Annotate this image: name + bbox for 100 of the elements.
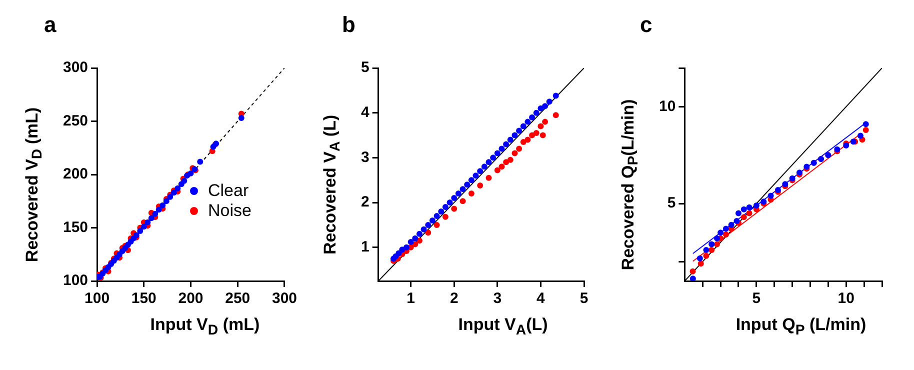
point (538, 123, 544, 130)
y-tick-label: 4 (361, 104, 370, 121)
y-tick-label: 300 (62, 59, 88, 76)
point (740, 206, 747, 212)
point (498, 164, 505, 170)
point (722, 226, 729, 232)
point (520, 123, 526, 130)
point (753, 202, 760, 208)
point (728, 222, 734, 228)
point (477, 182, 484, 188)
point (862, 126, 869, 133)
point (696, 255, 703, 262)
point (144, 219, 151, 226)
point (503, 141, 510, 148)
legend-label: Noise (208, 201, 252, 221)
point (746, 210, 752, 216)
point (434, 212, 440, 219)
point (238, 115, 244, 122)
point (552, 112, 559, 118)
x-tick-label: 250 (225, 290, 250, 308)
chart-title: a (44, 12, 56, 38)
point (188, 170, 194, 176)
point (507, 136, 514, 143)
x-tick-label: 1 (406, 290, 415, 308)
point (148, 215, 154, 222)
x-tick-label: 10 (838, 290, 854, 308)
point (152, 210, 158, 217)
point (540, 132, 546, 138)
point (174, 185, 181, 192)
point (137, 228, 144, 234)
point (714, 241, 720, 248)
point (736, 210, 742, 216)
y-tick-label: 200 (62, 166, 88, 183)
x-tick-label: 5 (580, 290, 588, 308)
point (156, 206, 162, 213)
chart-title: c (640, 12, 652, 38)
x-axis-title: Input V$_{D}$ (mL) (149, 315, 261, 338)
point (472, 172, 479, 179)
point (464, 182, 470, 188)
point (481, 164, 488, 170)
x-tick-label: 3 (493, 290, 502, 308)
point (708, 247, 715, 254)
point (416, 238, 422, 244)
point (442, 214, 448, 220)
x-tick-label: 4 (536, 290, 546, 308)
x-tick-label: 5 (752, 290, 761, 308)
y-tick-label: 3 (361, 148, 370, 166)
y-tick-label: 2 (361, 194, 370, 211)
point (862, 121, 869, 128)
point (740, 214, 747, 220)
point (516, 128, 522, 134)
point (494, 167, 500, 174)
point (546, 98, 552, 105)
y-tick-label: 250 (62, 112, 88, 130)
point (524, 136, 531, 143)
point (429, 217, 436, 224)
point (163, 198, 170, 204)
point (438, 208, 444, 214)
point (708, 241, 715, 248)
y-tick-label: 1 (361, 238, 370, 256)
point (408, 238, 414, 245)
x-tick-label: 200 (178, 290, 204, 308)
point (542, 118, 548, 125)
point (498, 146, 505, 152)
point (703, 252, 710, 259)
point (468, 177, 474, 184)
point (690, 276, 696, 281)
point (494, 150, 500, 156)
chart-title: b (342, 12, 356, 38)
x-tick-label: 150 (131, 290, 156, 308)
point (486, 174, 492, 181)
point (542, 103, 548, 110)
point (533, 130, 540, 136)
point (416, 230, 422, 237)
point (425, 222, 432, 228)
point (690, 268, 696, 274)
point (477, 168, 484, 174)
point (442, 204, 448, 210)
y-tick-label: 5 (361, 59, 370, 76)
point (512, 132, 518, 138)
point (140, 224, 147, 230)
point (425, 230, 432, 236)
point (857, 132, 864, 139)
point (420, 226, 427, 232)
point (451, 195, 458, 202)
point (460, 186, 466, 192)
point (197, 158, 204, 165)
legend-label: Clear (208, 181, 249, 201)
point (698, 260, 704, 267)
point (714, 235, 720, 242)
point (412, 235, 418, 242)
point (170, 190, 177, 196)
point (552, 92, 559, 99)
point (434, 222, 440, 228)
point (768, 192, 774, 199)
x-tick-label: 2 (450, 290, 458, 308)
point (490, 154, 496, 161)
point (746, 204, 752, 210)
point (160, 202, 166, 208)
point (451, 206, 458, 212)
